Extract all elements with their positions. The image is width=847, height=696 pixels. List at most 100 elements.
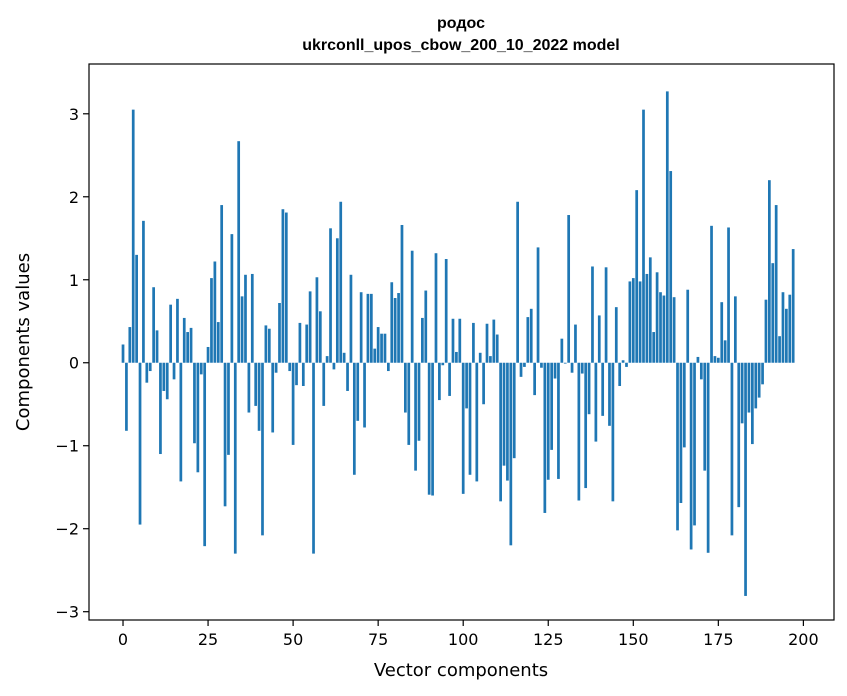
bar — [312, 362, 315, 554]
bar — [427, 362, 431, 495]
bar — [216, 322, 220, 363]
bar — [162, 362, 166, 391]
bar — [652, 332, 656, 363]
bar — [349, 274, 353, 363]
bar — [424, 290, 428, 363]
bar — [751, 362, 754, 445]
bar — [165, 362, 169, 400]
bar — [543, 362, 547, 513]
bar — [730, 362, 734, 536]
bar — [468, 362, 472, 475]
bar — [393, 298, 397, 363]
bars-group — [121, 91, 795, 596]
bar — [267, 328, 271, 363]
bar — [284, 212, 288, 363]
bar — [631, 278, 635, 363]
bar — [563, 362, 567, 364]
bar — [672, 297, 676, 363]
bar — [376, 327, 380, 363]
bar — [570, 362, 574, 373]
bar — [676, 362, 679, 531]
bar — [689, 362, 693, 550]
bar — [210, 278, 213, 363]
bar — [768, 180, 771, 363]
bar — [546, 362, 550, 480]
bar — [196, 362, 200, 473]
x-tick-label: 125 — [533, 630, 564, 649]
bar — [148, 362, 152, 372]
bar — [448, 362, 451, 396]
bar — [550, 362, 554, 450]
bar — [737, 362, 741, 508]
bar — [380, 333, 383, 363]
bar — [764, 299, 768, 363]
x-tick-label: 0 — [118, 630, 128, 649]
bar — [533, 362, 536, 396]
bar — [278, 303, 281, 363]
bar — [407, 362, 411, 445]
bar — [322, 362, 326, 406]
bar — [431, 362, 434, 496]
bar — [414, 362, 417, 471]
bar — [244, 274, 247, 363]
bar — [655, 272, 659, 363]
bar — [489, 356, 492, 363]
bar — [458, 318, 462, 363]
y-tick-label: −3 — [55, 603, 79, 622]
bar — [710, 225, 713, 363]
bar — [512, 362, 516, 459]
bar — [567, 215, 571, 363]
bar — [182, 317, 186, 363]
y-tick-label: 1 — [69, 271, 79, 290]
bar — [261, 362, 264, 536]
bar — [369, 293, 373, 363]
bar — [577, 362, 581, 501]
bar — [628, 281, 632, 363]
bar — [264, 325, 268, 363]
bar — [557, 362, 560, 479]
bar — [591, 266, 594, 363]
x-tick-label: 50 — [283, 630, 303, 649]
bar — [502, 362, 506, 466]
bar — [281, 209, 285, 363]
bar — [669, 171, 673, 363]
bar — [288, 362, 292, 372]
bar — [604, 267, 608, 363]
bar — [135, 254, 138, 363]
bar — [295, 362, 298, 386]
bar — [597, 315, 601, 363]
bar — [526, 317, 530, 363]
bar — [455, 351, 458, 363]
bar — [778, 336, 781, 363]
bar — [720, 302, 724, 363]
bar — [421, 317, 424, 363]
bar — [699, 362, 703, 380]
bar — [574, 324, 577, 363]
bar — [451, 318, 455, 363]
bar — [233, 362, 237, 554]
bar — [771, 263, 775, 363]
bar — [781, 292, 785, 363]
bar — [519, 362, 523, 377]
bar — [352, 362, 356, 475]
bar — [638, 281, 642, 363]
bar — [475, 362, 479, 482]
x-axis: 0 25 50 75 100 125 150 175 200 — [118, 620, 819, 649]
y-tick-label: 2 — [69, 188, 79, 207]
bar — [608, 362, 611, 426]
bar — [618, 362, 622, 386]
bar — [237, 141, 241, 363]
bar — [733, 296, 737, 363]
bar — [274, 362, 278, 373]
bar — [648, 257, 652, 363]
bar — [128, 327, 132, 363]
bar — [179, 362, 183, 482]
bar — [121, 344, 125, 363]
bar — [465, 362, 468, 409]
bar — [169, 304, 172, 363]
x-axis-label: Vector components — [374, 660, 548, 681]
bar — [125, 362, 128, 431]
bar — [529, 308, 533, 363]
bar — [325, 356, 329, 363]
